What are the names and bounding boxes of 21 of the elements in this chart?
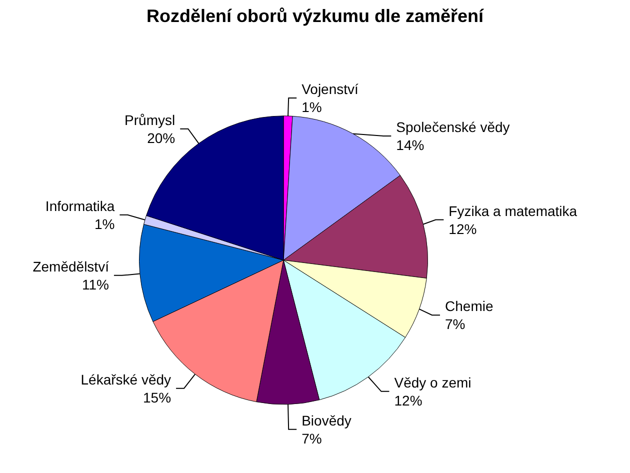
data-label: 1% (94, 216, 115, 232)
slice-label: Lékařské vědy (80, 371, 172, 388)
slice-label: Společenské vědy (396, 118, 510, 135)
data-label: 12% (394, 392, 422, 408)
slice-label: Zemědělství (32, 258, 110, 274)
slice-label: Vojenství (302, 80, 359, 97)
slice-label: Biovědy (302, 412, 352, 428)
data-label: 20% (147, 130, 176, 146)
slice-label: Průmysl (124, 112, 176, 128)
data-label: 1% (302, 98, 322, 115)
chart-title: Rozdělení oborů výzkumu dle zaměření (146, 6, 485, 26)
data-label: 15% (143, 389, 172, 406)
slice-label: Chemie (445, 298, 494, 314)
data-label: 7% (302, 430, 322, 446)
data-label: 11% (82, 276, 109, 292)
data-label: 7% (445, 316, 466, 332)
slice-label: Informatika (45, 198, 115, 214)
data-label: 14% (396, 136, 424, 153)
slice-label: Fyzika a matematika (448, 202, 578, 219)
slice-label: Vědy o zemi (394, 374, 472, 390)
data-label: 12% (448, 220, 477, 237)
